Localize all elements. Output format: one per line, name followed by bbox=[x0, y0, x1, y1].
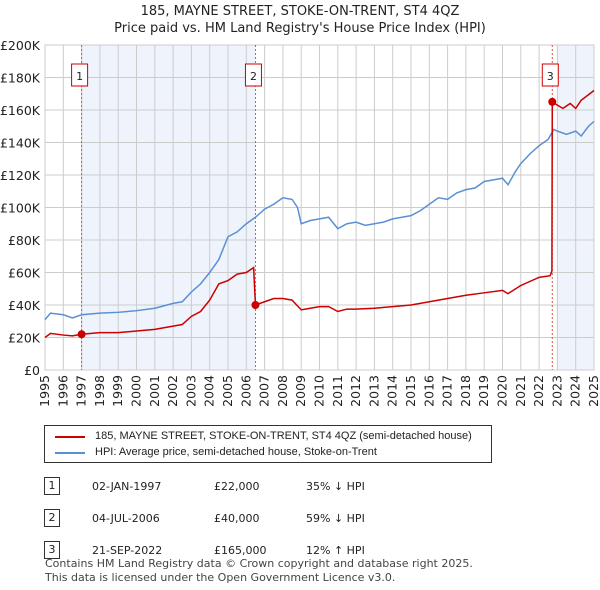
x-tick-label: 2016 bbox=[421, 375, 436, 407]
x-tick-label: 2001 bbox=[147, 375, 162, 407]
y-tick-label: £160K bbox=[0, 103, 41, 118]
x-tick-label: 2006 bbox=[238, 375, 253, 407]
sale-price: £22,000 bbox=[214, 480, 260, 493]
price-chart: £0 £20K £40K £60K £80K £100K £120K £140K £160K £1… bbox=[0, 38, 600, 407]
x-tick-label: 2011 bbox=[330, 375, 345, 407]
x-tick-label: 2003 bbox=[183, 375, 198, 407]
y-tick-label: £120K bbox=[0, 168, 41, 183]
sale-hpi-diff: 35% ↓ HPI bbox=[306, 480, 365, 493]
x-tick-label: 2007 bbox=[257, 375, 272, 407]
sale-marker-box bbox=[244, 63, 262, 87]
sale-price: £165,000 bbox=[214, 544, 267, 557]
sale-number-box: 3 bbox=[44, 541, 60, 559]
sale-hpi-diff: 59% ↓ HPI bbox=[306, 512, 365, 525]
sale-marker-box bbox=[71, 63, 89, 87]
sale-marker-label: 2 bbox=[250, 70, 257, 83]
sale-price: £40,000 bbox=[214, 512, 260, 525]
x-tick-label: 1996 bbox=[55, 375, 70, 407]
sale-date: 21-SEP-2022 bbox=[92, 544, 163, 557]
x-tick-label: 2004 bbox=[202, 375, 217, 407]
sale-marker-label: 1 bbox=[76, 70, 83, 83]
y-tick-label: £60K bbox=[8, 266, 41, 281]
footer-line-1: Contains HM Land Registry data © Crown c… bbox=[45, 557, 473, 570]
x-tick-label: 2008 bbox=[275, 375, 290, 407]
sale-date: 02-JAN-1997 bbox=[92, 480, 162, 493]
plot-border bbox=[44, 44, 595, 371]
x-tick-label: 2005 bbox=[220, 375, 235, 407]
legend-red-line bbox=[55, 435, 85, 438]
y-tick-label: £200K bbox=[0, 38, 41, 53]
legend-blue-line bbox=[55, 451, 85, 454]
x-tick-label: 1995 bbox=[37, 375, 52, 407]
y-tick-label: £180K bbox=[0, 71, 41, 86]
sale-number-box: 1 bbox=[44, 477, 60, 495]
sale-number-box: 2 bbox=[44, 509, 60, 527]
legend-label-property: 185, MAYNE STREET, STOKE-ON-TRENT, ST4 4… bbox=[95, 430, 472, 442]
chart-title: 185, MAYNE STREET, STOKE-ON-TRENT, ST4 4… bbox=[140, 4, 460, 19]
x-tick-label: 2023 bbox=[549, 375, 564, 407]
x-tick-label: 2014 bbox=[385, 375, 400, 407]
x-tick-label: 2024 bbox=[568, 375, 583, 407]
x-tick-label: 2009 bbox=[293, 375, 308, 407]
sale-marker-label: 3 bbox=[547, 70, 554, 83]
x-tick-label: 2020 bbox=[495, 375, 510, 407]
x-tick-label: 1997 bbox=[74, 375, 89, 407]
sale-point bbox=[251, 301, 260, 309]
y-tick-label: £100K bbox=[0, 201, 41, 216]
x-tick-label: 2017 bbox=[440, 375, 455, 407]
x-tick-label: 2025 bbox=[586, 375, 600, 407]
x-tick-label: 2010 bbox=[312, 375, 327, 407]
x-tick-label: 2018 bbox=[458, 375, 473, 407]
legend: 185, MAYNE STREET, STOKE-ON-TRENT, ST4 4… bbox=[44, 425, 492, 463]
footer-line-2: This data is licensed under the Open Gov… bbox=[45, 571, 396, 584]
legend-label-hpi: HPI: Average price, semi-detached house,… bbox=[95, 446, 377, 458]
y-tick-label: £0 bbox=[24, 363, 40, 378]
sale-hpi-diff: 12% ↑ HPI bbox=[306, 544, 365, 557]
y-tick-label: £140K bbox=[0, 136, 41, 151]
price-paid-line bbox=[44, 89, 595, 339]
x-tick-label: 2021 bbox=[513, 375, 528, 407]
x-tick-label: 2022 bbox=[531, 375, 546, 407]
y-tick-label: £80K bbox=[8, 233, 41, 248]
x-tick-label: 1998 bbox=[92, 375, 107, 407]
x-tick-label: 1999 bbox=[110, 375, 125, 407]
sale-point bbox=[77, 330, 86, 339]
x-tick-label: 2013 bbox=[366, 375, 381, 407]
x-tick-label: 2000 bbox=[129, 375, 144, 407]
sale-point bbox=[548, 97, 557, 106]
sale-date: 04-JUL-2006 bbox=[92, 512, 160, 525]
x-tick-label: 2012 bbox=[348, 375, 363, 407]
y-tick-label: £20K bbox=[8, 331, 41, 346]
y-tick-label: £40K bbox=[8, 298, 41, 313]
x-tick-label: 2019 bbox=[476, 375, 491, 407]
x-tick-label: 2015 bbox=[403, 375, 418, 407]
chart-subtitle: Price paid vs. HM Land Registry's House … bbox=[114, 21, 486, 36]
hpi-line bbox=[44, 120, 595, 321]
sale-marker-box bbox=[541, 63, 559, 87]
x-tick-label: 2002 bbox=[165, 375, 180, 407]
